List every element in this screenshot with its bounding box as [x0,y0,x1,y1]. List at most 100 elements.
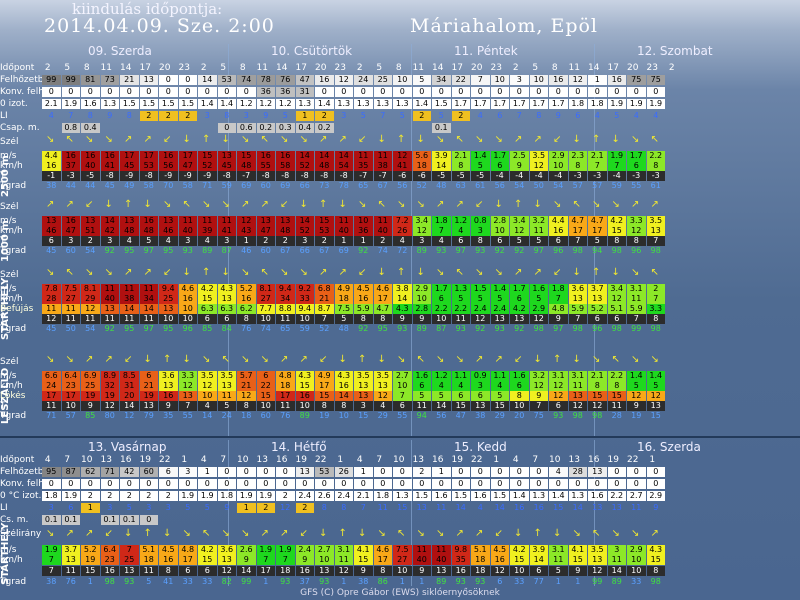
forecast-cell: 16 [315,75,334,85]
forecast-cell: 0 [81,479,100,489]
forecast-cell: -6 [393,171,412,181]
forecast-cell: 9 [555,111,561,120]
forecast-cell: 1 [263,577,269,586]
forecast-cell: 6 [451,391,470,401]
forecast-cell: 54 [85,246,96,255]
forecast-cell: 2.1 [42,99,61,109]
forecast-cell: 12 [217,566,236,576]
wind-arrow-icon: ↑ [397,267,406,278]
wind-arrow-icon: ↘ [104,267,113,278]
wind-arrow-icon: ↖ [650,267,659,278]
forecast-cell: 8 [321,503,327,512]
forecast-cell: 67 [319,246,330,255]
hour-label: 5 [376,63,383,73]
forecast-cell: 93 [319,577,330,586]
forecast-cell: 15 [354,555,373,565]
wind-arrow-icon: ↘ [494,267,503,278]
forecast-cell: 61 [475,181,486,190]
row-label-temperature: T [0,171,6,181]
wind-arrow-icon: ↑ [397,134,406,145]
forecast-cell: 16 [451,566,470,576]
forecast-cell: 18 [139,555,158,565]
forecast-cell: 0 [139,87,158,97]
forecast-cell: 6.3 [198,304,217,314]
hour-label: 13 [568,455,580,465]
forecast-cell: 1.2 [256,99,275,109]
forecast-cell: 5.9 [354,304,373,314]
forecast-cell: 16 [607,75,626,85]
forecast-cell: 45 [217,161,236,171]
forecast-cell: 2.9 [627,545,646,555]
forecast-cell: 53 [315,226,334,236]
wind-arrow-icon: ↗ [299,354,308,365]
forecast-cell: 13 [592,503,603,512]
forecast-cell [471,515,490,525]
forecast-cell: 12 [471,314,490,324]
forecast-cell: 12 [549,381,568,391]
forecast-cell: 13 [139,75,158,85]
forecast-cell: -1 [42,171,61,181]
forecast-cell: 22 [256,381,275,391]
wind-arrow-icon: ↘ [475,267,484,278]
forecast-cell: 10 [490,226,509,236]
forecast-cell: 2.6 [237,545,256,555]
forecast-cell: 7 [516,111,522,120]
row-label-cloud: Felhőzetbor. [0,467,54,477]
wind-arrow-icon: ↑ [202,267,211,278]
freezing-level-row: 1.8 1.9 2 2 2 2 2 1.9 1.9 1.8 1.9 1.9 2 2.4 2.6 2.4 2.1 1… [42,491,666,501]
hour-label: 23 [178,63,190,73]
forecast-cell: 45 [46,324,57,333]
forecast-cell: 3.5 [198,371,217,381]
forecast-cell: 7 [360,503,366,512]
forecast-cell: 1.9 [42,545,61,555]
forecast-cell: 1.8 [373,491,392,501]
forecast-cell: 13 [354,391,373,401]
hour-label: 5 [64,63,71,73]
forecast-cell: 16 [354,294,373,304]
forecast-cell: 12 [373,391,392,401]
forecast-cell: 6.9 [81,371,100,381]
convective-cloud-row: 0 0 0 0 0 0 0 0 0 0 0 36 36 31 0 0 0 0 0 0 0 0 0 0 0 0 0 0 0 0 0 0 [42,87,666,97]
forecast-cell: 0 [646,87,665,97]
forecast-cell: 12 [178,381,197,391]
forecast-cell: 74 [260,324,271,333]
temp-gradient-row: 45 50 54 92 95 97 95 96 85 84 76 74 65 59 52 48 92 95 93 89… [42,324,666,334]
forecast-cell: 1.2 [451,216,470,226]
forecast-cell: 1 [419,577,425,586]
forecast-cell: 75 [627,75,646,85]
forecast-cell: 12 [237,216,256,226]
forecast-cell: 19 [100,391,119,401]
wind-arrow-icon: ↘ [163,199,172,210]
forecast-cell: 2 [178,111,197,121]
forecast-cell: 40 [412,555,431,565]
forecast-cell: 5.2 [81,545,100,555]
temp-gradient-row: 38 76 1 98 93 5 41 33 33 82 99 1 93 37 93 1 38 86 1 1 89 93 93… [42,577,666,587]
forecast-cell: 0 [217,87,236,97]
forecast-cell: 1 [399,577,405,586]
forecast-cell: 13 [120,566,139,576]
forecast-cell: 11 [100,314,119,324]
hour-label: 2 [44,63,51,73]
wind-arrow-icon: ↗ [65,199,74,210]
forecast-cell: 96 [631,246,642,255]
forecast-cell: 76 [280,411,291,420]
forecast-cell: 1.3 [100,99,119,109]
forecast-cell [81,515,100,525]
forecast-cell: 4.2 [510,545,529,555]
forecast-cell: 2.2 [607,371,626,381]
forecast-cell: 60 [65,246,76,255]
forecast-cell: 93 [494,324,505,333]
wind-arrow-icon: ↘ [416,528,425,539]
forecast-cell: 0 [432,479,451,489]
wind-arrow-icon: ↘ [280,134,289,145]
forecast-cell: 0 [256,479,275,489]
forecast-cell: 2.2 [607,491,626,501]
forecast-cell: 11 [42,401,61,411]
forecast-cell: 8 [354,314,373,324]
row-label-time: Időpont [0,455,35,465]
forecast-cell: 21 [139,381,158,391]
forecast-cell: 13 [373,381,392,391]
forecast-cell: -4 [510,171,529,181]
forecast-cell: 9.4 [159,284,178,294]
forecast-start-label: kiindulás időpontja: [72,0,223,18]
